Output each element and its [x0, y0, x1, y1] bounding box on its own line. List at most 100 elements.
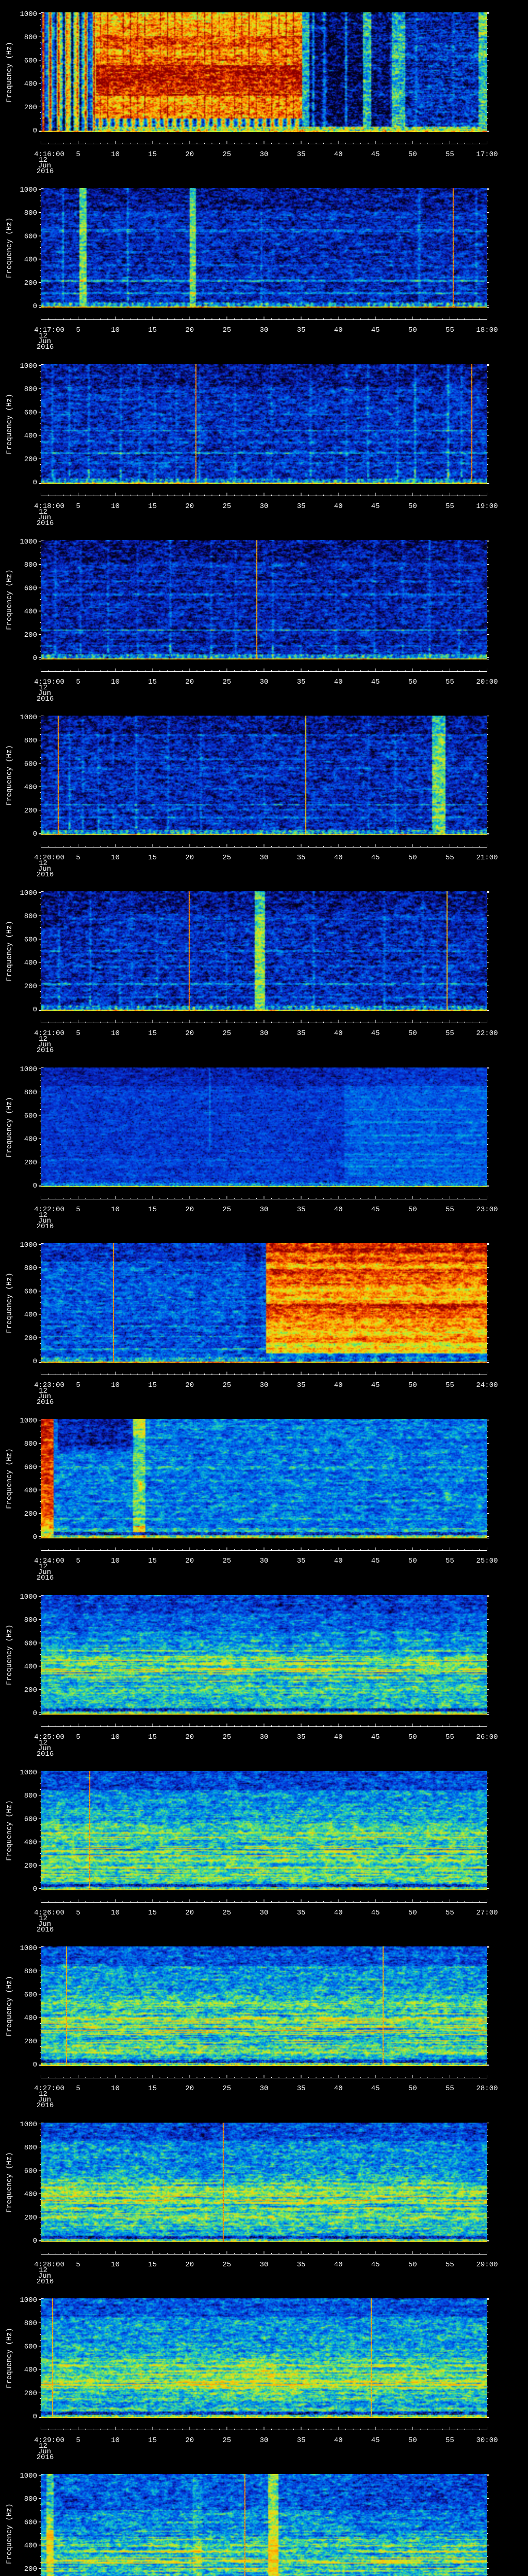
svg-text:20: 20: [185, 502, 194, 511]
svg-text:600: 600: [24, 1287, 37, 1296]
svg-text:55: 55: [446, 2436, 454, 2445]
svg-text:12: 12: [39, 1563, 47, 1571]
svg-text:400: 400: [24, 2542, 37, 2550]
svg-text:800: 800: [24, 2144, 37, 2152]
svg-text:55: 55: [446, 854, 454, 862]
svg-text:Frequency (Hz): Frequency (Hz): [6, 1448, 14, 1509]
svg-text:10: 10: [111, 2436, 120, 2445]
svg-text:800: 800: [24, 1089, 37, 1097]
svg-text:35: 35: [297, 502, 306, 511]
svg-text:800: 800: [24, 33, 37, 42]
svg-text:600: 600: [24, 936, 37, 944]
svg-text:2016: 2016: [37, 1750, 54, 1758]
svg-text:50: 50: [408, 1381, 417, 1389]
svg-text:400: 400: [24, 959, 37, 968]
svg-text:29:00: 29:00: [476, 2261, 498, 2269]
svg-text:23:00: 23:00: [476, 1206, 498, 1214]
svg-text:10: 10: [111, 2261, 120, 2269]
svg-text:2016: 2016: [37, 695, 54, 703]
svg-text:200: 200: [24, 1159, 37, 1167]
svg-text:25: 25: [222, 1557, 231, 1565]
svg-text:35: 35: [297, 326, 306, 334]
svg-text:20:00: 20:00: [476, 678, 498, 686]
svg-text:22:00: 22:00: [476, 1029, 498, 1038]
svg-text:Frequency (Hz): Frequency (Hz): [6, 569, 14, 630]
svg-text:200: 200: [24, 104, 37, 112]
svg-text:55: 55: [446, 1733, 454, 1741]
svg-text:10: 10: [111, 2084, 120, 2093]
svg-text:600: 600: [24, 1639, 37, 1648]
svg-text:40: 40: [334, 150, 343, 159]
svg-text:12: 12: [39, 156, 47, 164]
svg-text:40: 40: [334, 1381, 343, 1389]
svg-text:35: 35: [297, 150, 306, 159]
svg-text:800: 800: [24, 2495, 37, 2503]
svg-text:1000: 1000: [20, 1241, 37, 1249]
svg-text:2016: 2016: [37, 2278, 54, 2286]
svg-text:5: 5: [76, 150, 80, 159]
svg-text:200: 200: [24, 2389, 37, 2398]
svg-text:200: 200: [24, 1686, 37, 1694]
svg-text:2016: 2016: [37, 167, 54, 176]
svg-text:15: 15: [148, 2084, 157, 2093]
svg-text:25: 25: [222, 1909, 231, 1917]
svg-text:10: 10: [111, 1206, 120, 1214]
svg-text:1000: 1000: [20, 362, 37, 370]
svg-text:30: 30: [260, 2084, 269, 2093]
svg-text:20: 20: [185, 326, 194, 334]
svg-text:2016: 2016: [37, 343, 54, 351]
svg-text:10: 10: [111, 854, 120, 862]
svg-text:15: 15: [148, 502, 157, 511]
svg-text:25: 25: [222, 678, 231, 686]
svg-text:1000: 1000: [20, 2472, 37, 2480]
svg-text:50: 50: [408, 1733, 417, 1741]
svg-text:25: 25: [222, 854, 231, 862]
svg-text:1000: 1000: [20, 1593, 37, 1601]
svg-text:5: 5: [76, 2436, 80, 2445]
svg-text:26:00: 26:00: [476, 1733, 498, 1741]
svg-text:2016: 2016: [37, 1926, 54, 1934]
svg-text:55: 55: [446, 1206, 454, 1214]
svg-text:1000: 1000: [20, 1944, 37, 1953]
svg-text:55: 55: [446, 2084, 454, 2093]
svg-text:10: 10: [111, 1557, 120, 1565]
svg-text:45: 45: [371, 150, 380, 159]
svg-text:600: 600: [24, 2167, 37, 2175]
svg-text:30: 30: [260, 1733, 269, 1741]
svg-text:600: 600: [24, 2343, 37, 2351]
svg-text:5: 5: [76, 854, 80, 862]
svg-text:18:00: 18:00: [476, 326, 498, 334]
svg-text:5: 5: [76, 678, 80, 686]
svg-text:800: 800: [24, 1616, 37, 1624]
svg-text:400: 400: [24, 1136, 37, 1144]
svg-text:45: 45: [371, 326, 380, 334]
svg-text:4:19:00: 4:19:00: [34, 678, 64, 686]
svg-text:400: 400: [24, 80, 37, 89]
svg-text:400: 400: [24, 1663, 37, 1671]
svg-text:20: 20: [185, 1206, 194, 1214]
svg-text:21:00: 21:00: [476, 854, 498, 862]
svg-text:35: 35: [297, 2084, 306, 2093]
svg-text:55: 55: [446, 1381, 454, 1389]
svg-text:35: 35: [297, 1733, 306, 1741]
svg-text:2016: 2016: [37, 1223, 54, 1231]
svg-text:40: 40: [334, 854, 343, 862]
svg-text:Jun: Jun: [38, 689, 51, 698]
svg-text:0: 0: [33, 2413, 37, 2421]
svg-text:20: 20: [185, 2084, 194, 2093]
svg-text:Jun: Jun: [38, 514, 51, 522]
svg-text:30: 30: [260, 502, 269, 511]
svg-text:25: 25: [222, 2084, 231, 2093]
svg-text:1000: 1000: [20, 1769, 37, 1777]
svg-text:0: 0: [33, 302, 37, 311]
svg-text:4:20:00: 4:20:00: [34, 854, 64, 862]
svg-text:0: 0: [33, 1182, 37, 1190]
svg-text:600: 600: [24, 1112, 37, 1120]
svg-text:4:29:00: 4:29:00: [34, 2436, 64, 2445]
svg-text:Frequency (Hz): Frequency (Hz): [6, 42, 14, 103]
svg-text:25: 25: [222, 1029, 231, 1038]
svg-text:200: 200: [24, 631, 37, 639]
svg-text:0: 0: [33, 2237, 37, 2245]
svg-text:30: 30: [260, 1381, 269, 1389]
svg-text:12: 12: [39, 2090, 47, 2098]
